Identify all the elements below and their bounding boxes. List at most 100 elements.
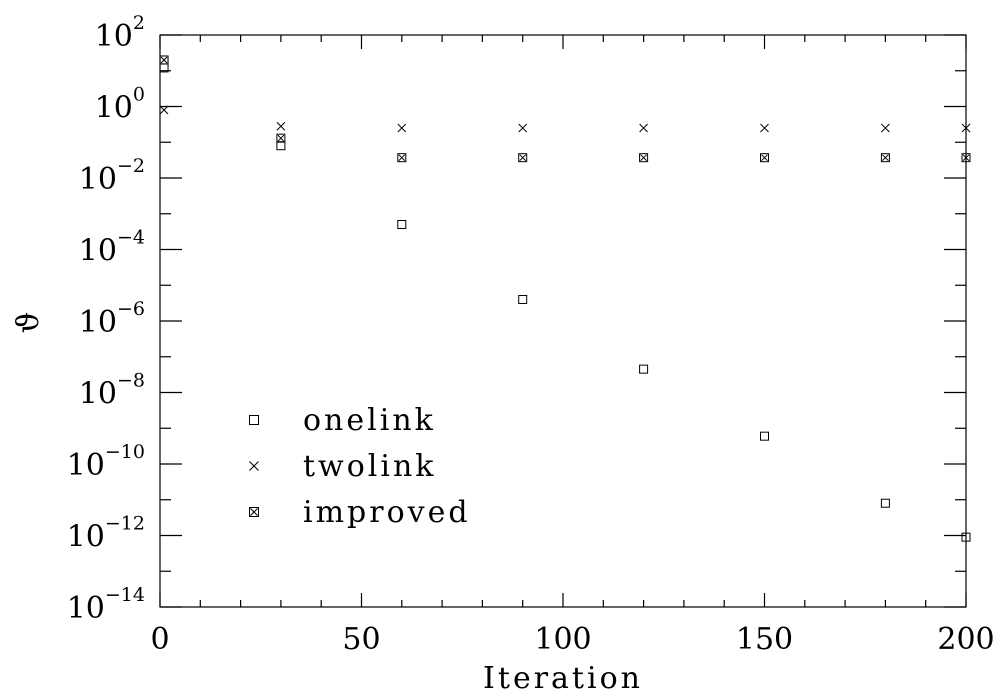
plot-frame: [159, 34, 967, 608]
improved-point: [880, 153, 890, 163]
twolink-point: [881, 123, 890, 133]
y-tick-label: 102: [95, 12, 145, 54]
x-axis-title: Iteration: [483, 661, 643, 692]
y-tick-base: 10: [79, 305, 117, 340]
legend-label: onelink: [303, 403, 436, 438]
marker-box: [639, 364, 649, 374]
legend-label: twolink: [303, 449, 437, 484]
y-axis-title: ϑ: [11, 309, 46, 333]
marker-box: [397, 153, 407, 163]
improved-point: [760, 153, 769, 163]
onelink-point: [760, 431, 769, 441]
onelink-point: [961, 532, 971, 542]
y-tick-base: 10: [67, 520, 105, 555]
y-tick-label: 10−6: [79, 298, 145, 340]
y-tick-exponent: −12: [105, 513, 145, 535]
marker-cross: [640, 154, 647, 162]
y-tick-base: 10: [79, 162, 117, 197]
marker-box: [518, 153, 528, 163]
legend-marker-onelink: [249, 415, 259, 425]
y-tick-base: 10: [67, 448, 105, 483]
y-tick-label: 10−4: [79, 227, 145, 269]
marker-cross: [397, 123, 407, 133]
improved-point: [276, 133, 286, 143]
y-tick-label: 10−8: [79, 370, 145, 412]
twolink-point: [518, 123, 528, 133]
y-tick-label: 10−2: [79, 155, 145, 197]
marker-cross: [881, 123, 890, 133]
onelink-point: [880, 498, 890, 508]
improved-point: [639, 153, 649, 163]
y-tick-exponent: −8: [117, 370, 145, 392]
marker-cross: [398, 154, 406, 162]
x-tick-label: 150: [736, 622, 793, 657]
marker-cross: [159, 105, 169, 115]
y-tick-exponent: −14: [105, 584, 145, 606]
y-tick-base: 10: [79, 377, 117, 412]
marker-box: [276, 133, 286, 143]
onelink-point: [518, 294, 528, 304]
marker-cross: [639, 123, 648, 133]
legend: onelink twolink improved: [249, 403, 471, 530]
improved-point: [397, 153, 407, 163]
onelink-point: [397, 220, 407, 230]
marker-cross: [249, 461, 259, 471]
y-tick-exponent: 0: [133, 84, 145, 106]
marker-cross: [276, 121, 286, 131]
y-tick-label: 10−14: [67, 584, 145, 626]
improved-point: [518, 153, 528, 163]
y-tick-exponent: −10: [105, 441, 145, 463]
data-points: [159, 55, 971, 542]
y-tick-exponent: −2: [117, 155, 145, 177]
twolink-point: [397, 123, 407, 133]
y-tick-base: 10: [95, 19, 133, 54]
marker-cross: [761, 154, 768, 162]
marker-cross: [760, 123, 769, 133]
improved-point: [961, 153, 971, 163]
x-tick-label: 50: [342, 622, 380, 657]
onelink-point: [639, 364, 649, 374]
marker-cross: [961, 123, 971, 133]
marker-cross: [160, 56, 168, 64]
marker-box: [397, 220, 407, 230]
twolink-point: [961, 123, 971, 133]
onelink-point: [276, 141, 286, 151]
improved-point: [159, 55, 169, 65]
marker-box: [961, 532, 971, 542]
tick-marks: [159, 34, 967, 608]
marker-box: [518, 294, 528, 304]
marker-box: [639, 153, 649, 163]
marker-box: [276, 141, 286, 151]
marker-cross: [277, 134, 285, 142]
legend-item-twolink: twolink: [249, 449, 437, 484]
marker-cross: [962, 154, 970, 162]
y-tick-label: 10−10: [67, 441, 145, 483]
legend-marker-twolink: [249, 461, 259, 471]
y-tick-exponent: 2: [133, 12, 145, 34]
marker-box: [880, 153, 890, 163]
twolink-point: [159, 105, 169, 115]
marker-box: [760, 153, 769, 163]
twolink-point: [760, 123, 769, 133]
y-tick-base: 10: [79, 234, 117, 269]
marker-cross: [882, 154, 889, 162]
marker-cross: [250, 508, 258, 516]
y-tick-base: 10: [95, 91, 133, 126]
y-tick-base: 10: [67, 591, 105, 626]
marker-box: [249, 507, 259, 517]
marker-box: [159, 55, 169, 65]
x-tick-labels: 0 50 100 150 200: [150, 622, 994, 657]
marker-cross: [518, 123, 528, 133]
marker-box: [760, 431, 769, 441]
marker-cross: [519, 154, 527, 162]
legend-label: improved: [303, 495, 471, 530]
x-tick-label: 100: [534, 622, 591, 657]
x-tick-label: 0: [150, 622, 169, 657]
marker-box: [880, 498, 890, 508]
x-tick-label: 200: [937, 622, 994, 657]
marker-box: [961, 153, 971, 163]
y-tick-label: 10−12: [67, 513, 145, 555]
legend-marker-improved: [249, 507, 259, 517]
